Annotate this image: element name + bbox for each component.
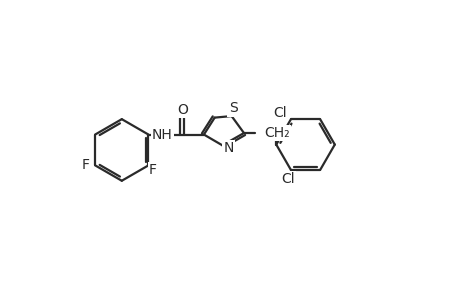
Text: NH: NH <box>151 128 172 142</box>
Text: F: F <box>82 158 90 172</box>
Text: CH₂: CH₂ <box>263 126 289 140</box>
Text: N: N <box>223 141 233 155</box>
Text: O: O <box>177 103 187 117</box>
Text: Cl: Cl <box>280 172 294 186</box>
Text: Cl: Cl <box>273 106 286 120</box>
Text: F: F <box>149 163 157 177</box>
Text: S: S <box>228 101 237 116</box>
